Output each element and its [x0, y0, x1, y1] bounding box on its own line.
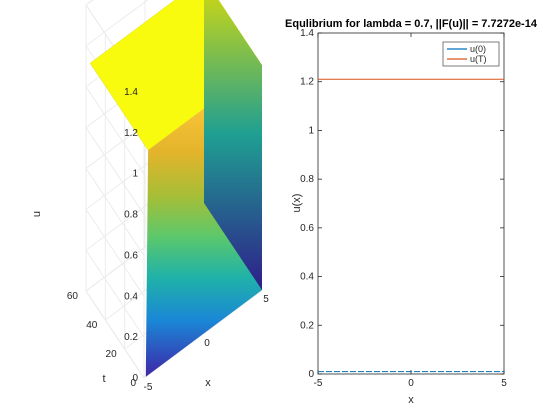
y-tick-label: 0.6 — [300, 223, 314, 234]
legend-label-u0: u(0) — [470, 44, 486, 54]
z-tick-label: 0.6 — [124, 250, 138, 261]
z-axis-label: u — [31, 211, 43, 217]
t-tick-label: 40 — [86, 320, 98, 331]
z-tick-label: 0.2 — [124, 332, 138, 343]
z-tick-label: 0 — [132, 373, 138, 384]
z-tick-label: 0.4 — [124, 291, 138, 302]
y-tick-label: 1 — [308, 125, 314, 136]
y-tick-label: 0 — [308, 369, 314, 380]
x-tick-label-3d: 5 — [263, 294, 269, 305]
t-tick-label: 20 — [106, 349, 118, 360]
legend: u(0) u(T) — [442, 41, 500, 67]
y-tick-label: 0.2 — [300, 320, 314, 331]
t-tick-label: 60 — [67, 291, 79, 302]
surface-edge-face — [204, 0, 262, 290]
legend-label-uT: u(T) — [470, 54, 487, 64]
y-tick-label: 0.8 — [300, 174, 314, 185]
x-tick-label: 0 — [408, 378, 414, 389]
x-tick-label-3d: 0 — [204, 338, 210, 349]
legend-box — [442, 41, 500, 67]
z-tick-label: 0.8 — [124, 210, 138, 221]
surface-plot: 0 0.2 0.4 0.6 0.8 1 1.2 1.4 0 20 40 60 -5 0 5 u t x — [31, 0, 269, 393]
line-plot-x-label: x — [408, 394, 414, 406]
y-tick-label: 0.4 — [300, 272, 314, 283]
line-plot-title: Equlibrium for lambda = 0.7, ||F(u)|| = … — [285, 18, 538, 30]
line-plot: Equlibrium for lambda = 0.7, ||F(u)|| = … — [285, 18, 538, 406]
y-tick-label: 1.4 — [300, 28, 314, 39]
x-axis-label-3d: x — [205, 377, 211, 389]
line-plot-y-label: u(x) — [291, 194, 303, 213]
z-tick-label: 1 — [132, 169, 138, 180]
z-tick-label: 1.4 — [124, 87, 138, 98]
t-axis-label: t — [102, 373, 105, 385]
line-plot-axes — [317, 32, 505, 375]
x-tick-label: 5 — [501, 378, 507, 389]
y-tick-label: 1.2 — [300, 77, 314, 88]
x-tick-label: -5 — [314, 378, 323, 389]
x-tick-label-3d: -5 — [144, 382, 153, 393]
z-tick-label: 1.2 — [124, 128, 138, 139]
t-tick-label: 0 — [130, 378, 136, 389]
